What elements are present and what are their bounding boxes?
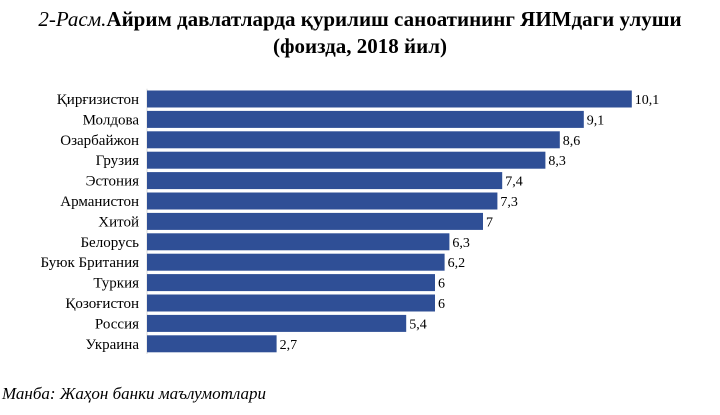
figure-subtitle: (фоизда, 2018 йил) (272, 34, 448, 58)
bar (147, 192, 498, 210)
category-label: Буюк Британия (41, 255, 140, 271)
bars-layer: Қирғизистон 10,1 Молдова 9,1 Озарбайжон 8,6 Гр… (41, 90, 660, 353)
category-label: Қирғизистон (57, 92, 139, 108)
bar (147, 314, 407, 332)
category-label: Хитой (98, 214, 139, 230)
bar (147, 90, 632, 108)
category-label: Грузия (96, 153, 139, 169)
figure-title: Айрим давлатларда қурилиш саноатининг ЯИ… (106, 7, 682, 31)
chart-title-line1: 2-Расм.Айрим давлатларда қурилиш саноати… (0, 6, 720, 33)
bar (147, 131, 560, 149)
data-label: 8,3 (548, 154, 566, 169)
bar (147, 253, 445, 271)
category-label: Белорусь (80, 235, 139, 251)
bar (147, 151, 546, 169)
data-label: 10,1 (635, 93, 660, 108)
bar (147, 274, 435, 292)
category-label: Озарбайжон (60, 133, 139, 149)
bar (147, 335, 277, 353)
data-label: 6,3 (452, 236, 470, 251)
data-label: 9,1 (587, 113, 605, 128)
data-label: 6 (438, 277, 445, 292)
bar (147, 110, 584, 128)
category-label: Молдова (83, 112, 140, 128)
category-label: Эстония (86, 174, 139, 190)
data-label: 6 (438, 297, 445, 312)
category-label: Украина (86, 337, 140, 353)
data-label: 7,3 (500, 195, 518, 210)
category-label: Россия (95, 316, 139, 332)
data-label: 7,4 (505, 175, 523, 190)
bar (147, 212, 483, 230)
figure-label: 2-Расм. (38, 7, 107, 31)
data-label: 2,7 (280, 338, 298, 353)
category-label: Қозоғистон (65, 296, 139, 312)
data-label: 5,4 (409, 317, 427, 332)
chart-title: 2-Расм.Айрим давлатларда қурилиш саноати… (0, 6, 720, 60)
bar (147, 233, 450, 251)
category-label: Туркия (93, 276, 139, 292)
category-label: Арманистон (60, 194, 139, 210)
data-label: 6,2 (448, 256, 466, 271)
bar (147, 172, 503, 190)
data-label: 7 (486, 215, 493, 230)
bar (147, 294, 435, 312)
data-label: 8,6 (563, 134, 581, 149)
source-note: Манба: Жаҳон банки маълумотлари (2, 384, 267, 403)
